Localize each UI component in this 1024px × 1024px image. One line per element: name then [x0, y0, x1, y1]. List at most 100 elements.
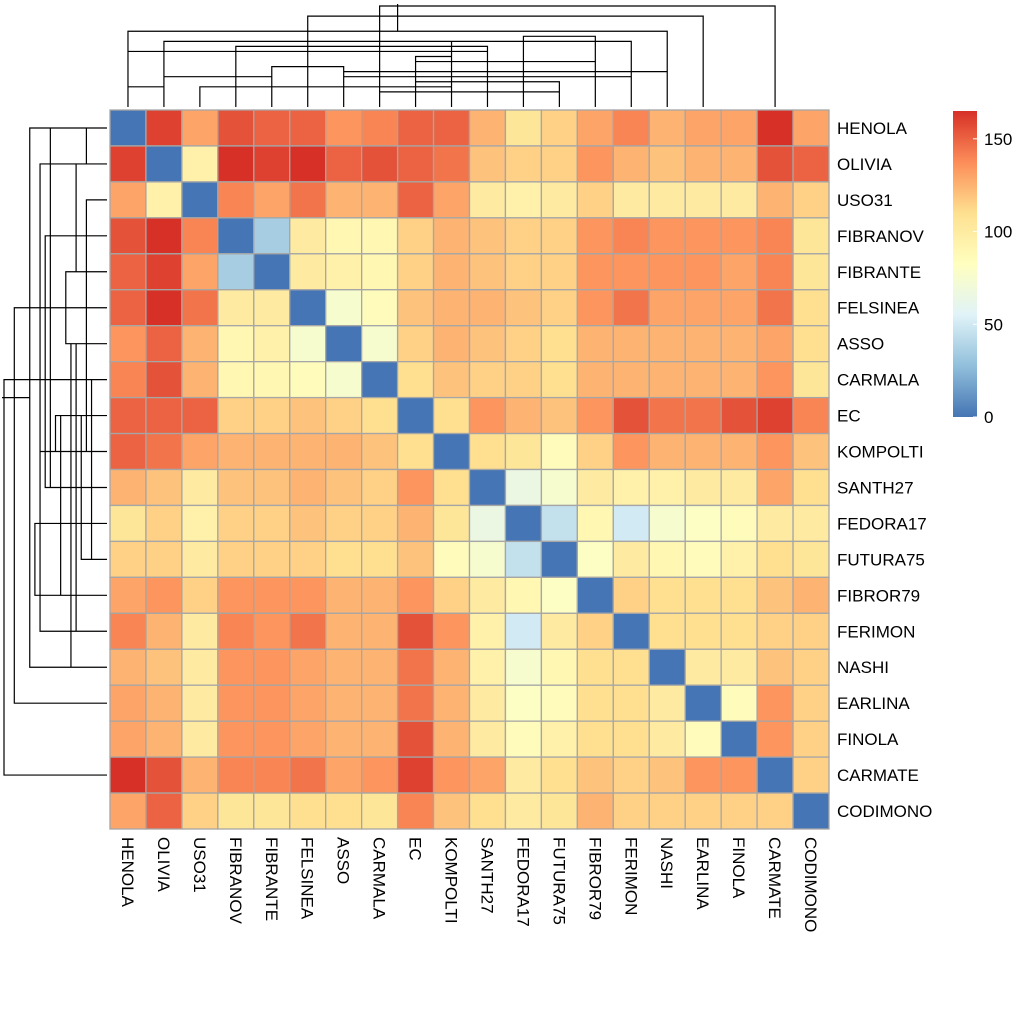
- heatmap-cell: [468, 289, 507, 327]
- heatmap-cell: [648, 684, 686, 722]
- heatmap-cell: [432, 720, 471, 758]
- heatmap-cell: [325, 181, 363, 219]
- heatmap-cell: [612, 145, 650, 183]
- column-label: EARLINA: [693, 837, 712, 910]
- column-label: KOMPOLTI: [442, 837, 461, 924]
- heatmap-cell: [504, 684, 543, 722]
- heatmap-cell: [684, 468, 722, 507]
- heatmap-cell: [432, 468, 471, 507]
- heatmap-cell: [648, 253, 686, 291]
- heatmap-cell: [576, 253, 614, 291]
- heatmap-cell: [684, 253, 722, 291]
- heatmap-cell: [432, 253, 471, 291]
- column-label: EC: [406, 837, 425, 861]
- heatmap-cell: [756, 360, 794, 399]
- heatmap-cell: [684, 432, 722, 471]
- heatmap-cell: [109, 468, 147, 507]
- row-label: EARLINA: [837, 694, 910, 713]
- heatmap-cell: [576, 360, 614, 399]
- heatmap-cell: [504, 648, 543, 686]
- heatmap-cell: [325, 253, 363, 291]
- heatmap-cell: [432, 217, 471, 255]
- heatmap-cell: [504, 432, 543, 471]
- heatmap-cell: [109, 504, 147, 543]
- column-label: FERIMON: [621, 837, 640, 915]
- heatmap-cell: [145, 396, 183, 435]
- heatmap-cell: [360, 109, 399, 147]
- heatmap-cell: [468, 720, 507, 758]
- heatmap-cell: [253, 468, 291, 507]
- heatmap-cell: [576, 792, 614, 830]
- heatmap-cell: [756, 540, 794, 579]
- heatmap-cell: [612, 289, 650, 327]
- heatmap-cell: [396, 540, 435, 579]
- heatmap-cell: [325, 432, 363, 471]
- heatmap-cell: [396, 217, 435, 255]
- column-label: FINOLA: [729, 837, 748, 899]
- heatmap-cell: [217, 720, 255, 758]
- heatmap-cell: [648, 756, 686, 794]
- heatmap-cell: [792, 217, 830, 255]
- heatmap-cell: [181, 504, 219, 543]
- heatmap-cell: [540, 468, 579, 507]
- heatmap-cell: [253, 396, 291, 435]
- heatmap-cell: [217, 468, 255, 507]
- heatmap-cell: [217, 289, 255, 327]
- column-label: OLIVIA: [154, 837, 173, 892]
- heatmap-cell: [432, 612, 471, 650]
- heatmap-cell: [145, 720, 183, 758]
- heatmap-cell: [612, 109, 650, 147]
- heatmap-cell: [217, 145, 255, 183]
- row-label: FUTURA75: [837, 550, 925, 569]
- heatmap-cell: [217, 756, 255, 794]
- heatmap-cell: [648, 289, 686, 327]
- heatmap-cell: [504, 253, 543, 291]
- heatmap-cell: [504, 504, 543, 543]
- heatmap-cell: [792, 181, 830, 219]
- heatmap-cell: [792, 504, 830, 543]
- heatmap-cell: [576, 756, 614, 794]
- heatmap-cell: [792, 432, 830, 471]
- heatmap-cell: [612, 648, 650, 686]
- heatmap-cell: [684, 289, 722, 327]
- heatmap-cell: [109, 756, 147, 794]
- heatmap-cell: [253, 576, 291, 614]
- heatmap-cell: [648, 396, 686, 435]
- heatmap-cell: [253, 612, 291, 650]
- column-label: ASSO: [334, 837, 353, 884]
- heatmap-cell: [325, 217, 363, 255]
- heatmap-cell: [612, 253, 650, 291]
- row-label: FIBRANOV: [837, 227, 925, 246]
- heatmap-cell: [109, 217, 147, 255]
- heatmap-cell: [396, 145, 435, 183]
- heatmap-cell: [360, 289, 399, 327]
- heatmap-cell: [109, 181, 147, 219]
- heatmap-cell: [576, 720, 614, 758]
- heatmap-cell: [360, 504, 399, 543]
- row-label: SANTH27: [837, 478, 914, 497]
- heatmap-cell: [217, 792, 255, 830]
- heatmap-cell: [720, 756, 758, 794]
- heatmap-cell: [612, 432, 650, 471]
- heatmap-cell: [432, 684, 471, 722]
- heatmap-cell: [360, 684, 399, 722]
- heatmap-cell: [612, 612, 650, 650]
- column-label: FEDORA17: [513, 837, 532, 927]
- heatmap-cell: [432, 289, 471, 327]
- heatmap-cell: [145, 468, 183, 507]
- heatmap-cell: [253, 360, 291, 399]
- heatmap-cell: [289, 217, 327, 255]
- heatmap-cell: [217, 396, 255, 435]
- heatmap-cell: [684, 109, 722, 147]
- row-label: OLIVIA: [837, 155, 892, 174]
- heatmap-cell: [612, 217, 650, 255]
- heatmap-cell: [720, 612, 758, 650]
- heatmap-cell: [253, 648, 291, 686]
- heatmap-cell: [109, 792, 147, 830]
- heatmap-cell: [217, 325, 255, 363]
- heatmap-cell: [289, 648, 327, 686]
- heatmap-cell: [145, 289, 183, 327]
- heatmap-cell: [145, 792, 183, 830]
- heatmap-cell: [109, 360, 147, 399]
